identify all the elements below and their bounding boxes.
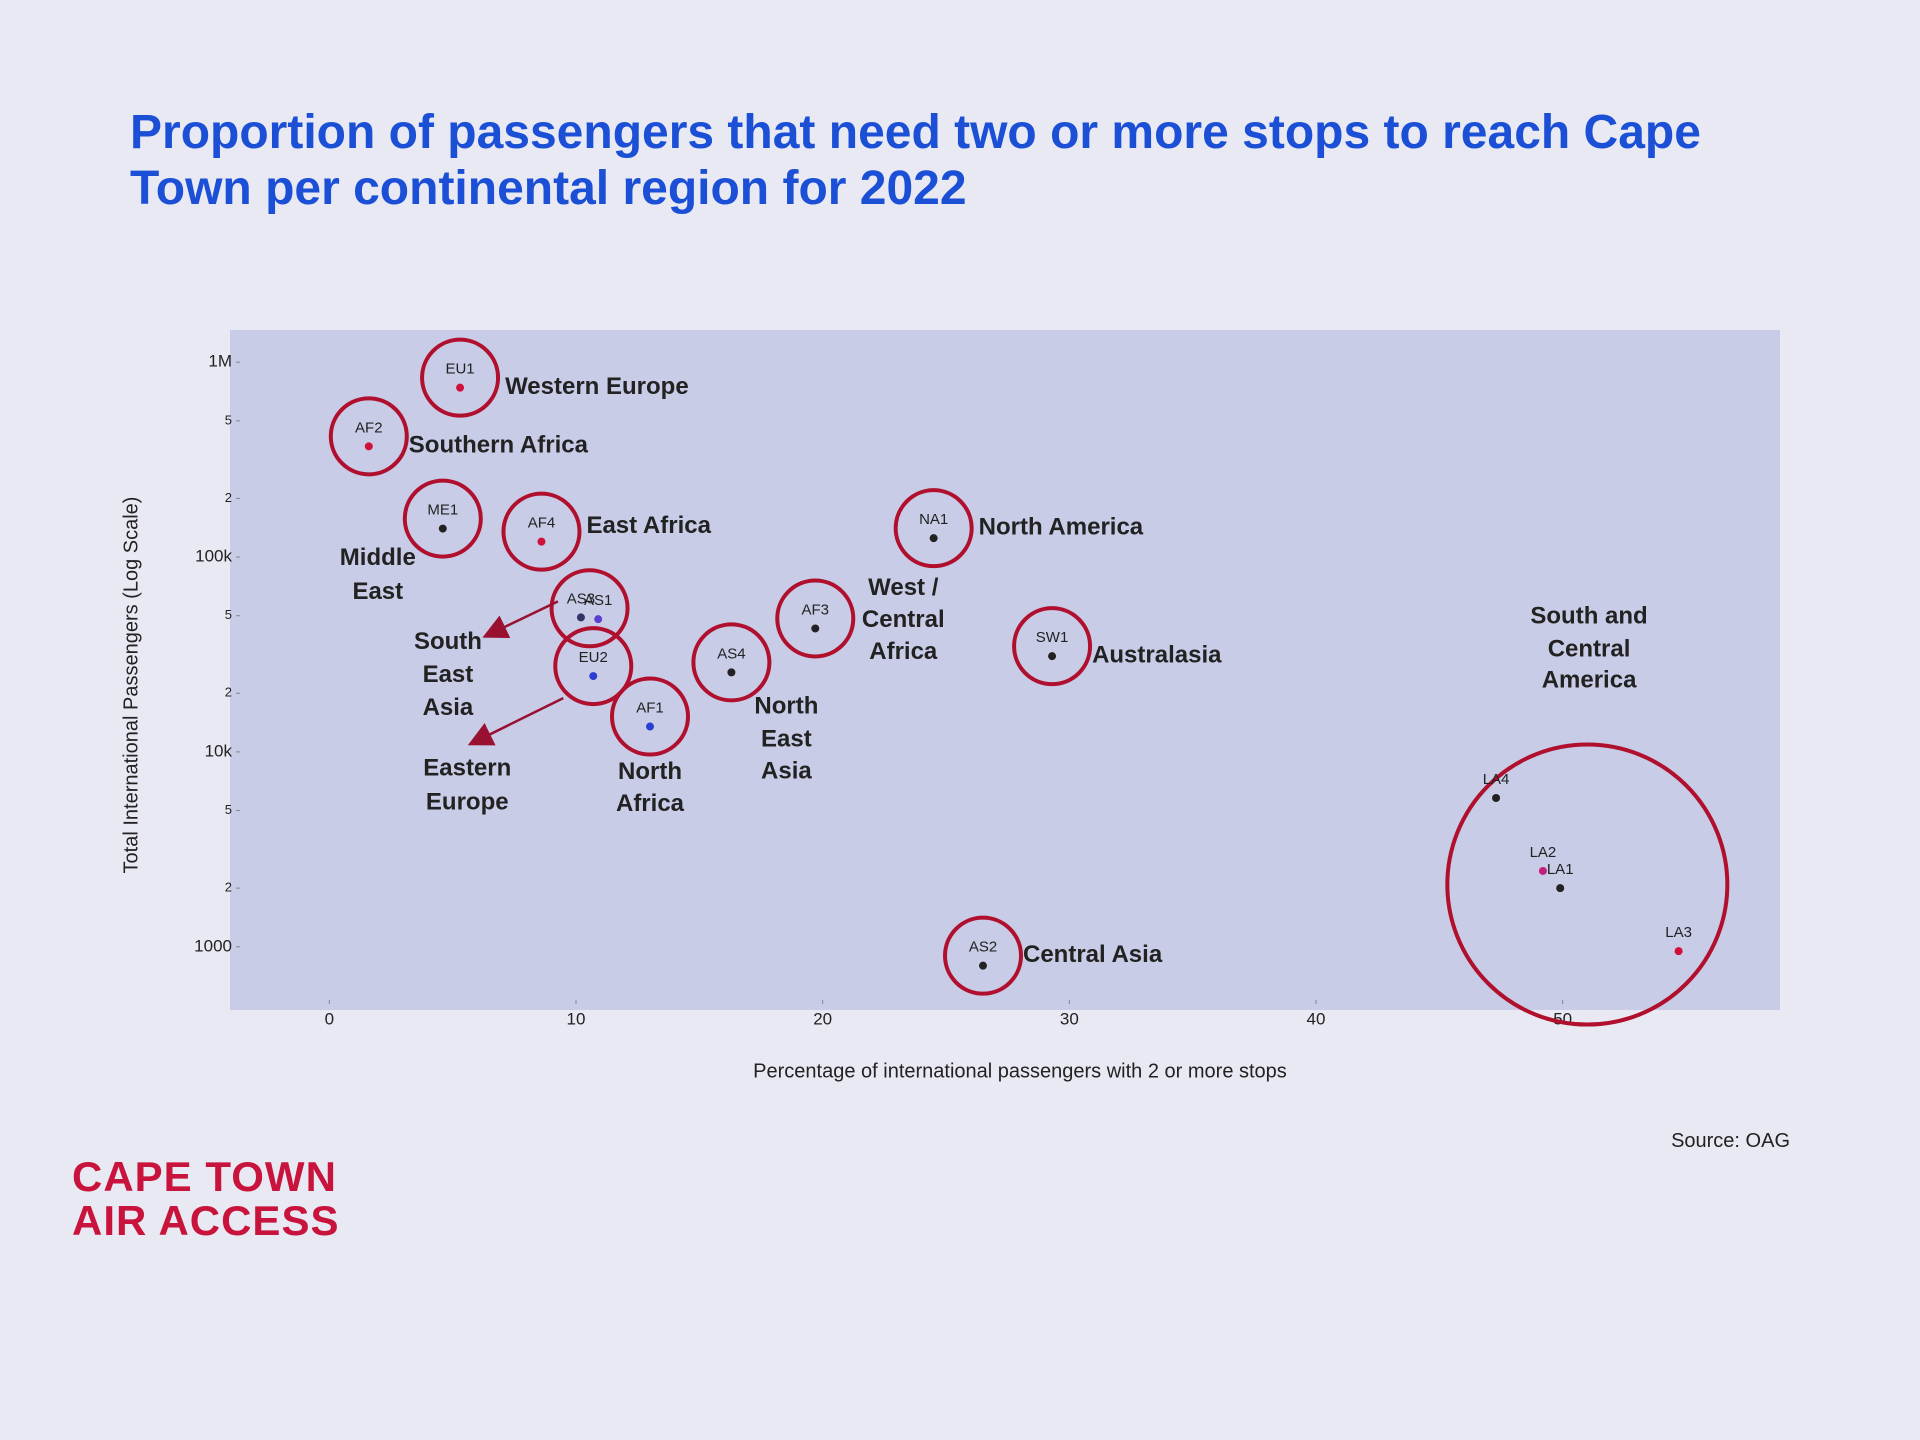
region-circle: [553, 626, 634, 707]
data-point: [537, 537, 546, 546]
data-point: [589, 672, 598, 681]
y-tick-label: 5: [225, 607, 232, 622]
point-label: AF3: [802, 601, 830, 618]
point-label: NA1: [919, 511, 948, 528]
region-circle: [549, 568, 630, 649]
region-circle: [893, 488, 974, 569]
point-label: LA3: [1665, 924, 1692, 941]
region-circle: [1012, 606, 1093, 687]
data-point: [1674, 947, 1683, 956]
data-point: [646, 722, 654, 731]
point-label: LA2: [1530, 844, 1557, 861]
region-circle: [775, 578, 856, 659]
logo-line: CAPE TOWN: [72, 1153, 337, 1200]
point-label: LA1: [1547, 861, 1574, 878]
point-label: LA4: [1483, 771, 1510, 788]
region-label: Central Asia: [1023, 941, 1163, 968]
region-circle: [943, 915, 1023, 996]
data-point: [1048, 652, 1057, 661]
y-tick-label: 1M: [208, 352, 232, 371]
region-circle: [610, 676, 690, 757]
y-tick-label: 10k: [205, 741, 233, 760]
point-label: AF2: [355, 419, 383, 436]
x-tick-label: 40: [1307, 1009, 1326, 1028]
region-label: Africa: [616, 790, 685, 817]
region-label: East Africa: [586, 512, 711, 539]
data-point: [364, 442, 373, 451]
region-label: Central: [1548, 635, 1631, 662]
region-label: Western Europe: [505, 373, 689, 400]
data-point: [727, 668, 736, 677]
data-point: [929, 534, 938, 543]
region-circle: [402, 478, 483, 559]
region-label: Asia: [761, 758, 812, 785]
point-label: SW1: [1036, 629, 1069, 646]
point-label: AS3: [567, 590, 595, 607]
region-label: North: [618, 758, 682, 785]
region-label: America: [1542, 666, 1637, 693]
point-label: EU2: [579, 649, 608, 666]
x-tick-label: 30: [1060, 1009, 1079, 1028]
data-point: [1556, 884, 1565, 893]
point-label: EU1: [445, 361, 474, 378]
x-tick-label: 10: [567, 1009, 586, 1028]
y-tick-label: 1000: [194, 936, 232, 955]
y-tick-label: 2: [225, 685, 232, 700]
region-label: East: [423, 661, 474, 688]
plot-area: [230, 330, 1780, 1010]
region-label: Eastern: [423, 754, 511, 781]
region-label: East: [761, 726, 812, 753]
point-label: AS4: [717, 645, 745, 662]
region-label: Australasia: [1092, 642, 1222, 669]
point-label: AF4: [528, 515, 556, 532]
region-label: West /: [868, 574, 939, 601]
y-tick-label: 100k: [195, 547, 232, 566]
y-axis-title: Total International Passengers (Log Scal…: [120, 497, 142, 874]
data-point: [979, 961, 987, 970]
point-label: AS1: [584, 592, 612, 609]
data-point: [594, 615, 603, 624]
region-label: North: [754, 693, 818, 720]
region-label: Central: [862, 606, 945, 633]
region-circle: [328, 396, 409, 477]
arrow: [482, 600, 559, 639]
x-axis-title: Percentage of international passengers w…: [753, 1060, 1287, 1082]
source-note: Source: OAG: [1671, 1130, 1790, 1152]
point-label: AS2: [969, 939, 997, 956]
region-label: South: [414, 628, 482, 655]
region-label: Europe: [426, 788, 509, 815]
region-circle: [691, 622, 772, 703]
region-label: Southern Africa: [409, 432, 589, 459]
chart-title: Proportion of passengers that need two o…: [130, 106, 1701, 215]
region-label: Africa: [869, 638, 938, 665]
region-circle: [501, 491, 582, 572]
data-point: [576, 613, 585, 622]
region-label: North America: [979, 514, 1144, 541]
region-label: East: [352, 578, 403, 605]
region-label: Middle: [340, 544, 416, 571]
arrow: [467, 696, 564, 746]
y-tick-label: 2: [225, 490, 232, 505]
y-tick-label: 5: [225, 802, 232, 817]
data-point: [1492, 794, 1501, 803]
data-point: [438, 524, 447, 533]
region-circle: [1445, 742, 1730, 1027]
region-label: South and: [1530, 602, 1647, 629]
data-point: [456, 383, 465, 392]
data-point: [811, 624, 820, 633]
region-label: Asia: [423, 694, 474, 721]
y-tick-label: 5: [225, 412, 232, 427]
region-circle: [420, 337, 501, 418]
x-tick-label: 0: [325, 1009, 334, 1028]
point-label: ME1: [427, 502, 458, 519]
data-point: [1538, 866, 1547, 875]
x-tick-label: 20: [813, 1009, 832, 1028]
y-tick-label: 2: [225, 880, 232, 895]
logo: CAPE TOWN AIR ACCESS: [72, 1155, 339, 1243]
point-label: AF1: [636, 699, 664, 716]
logo-line: AIR ACCESS: [72, 1197, 340, 1244]
